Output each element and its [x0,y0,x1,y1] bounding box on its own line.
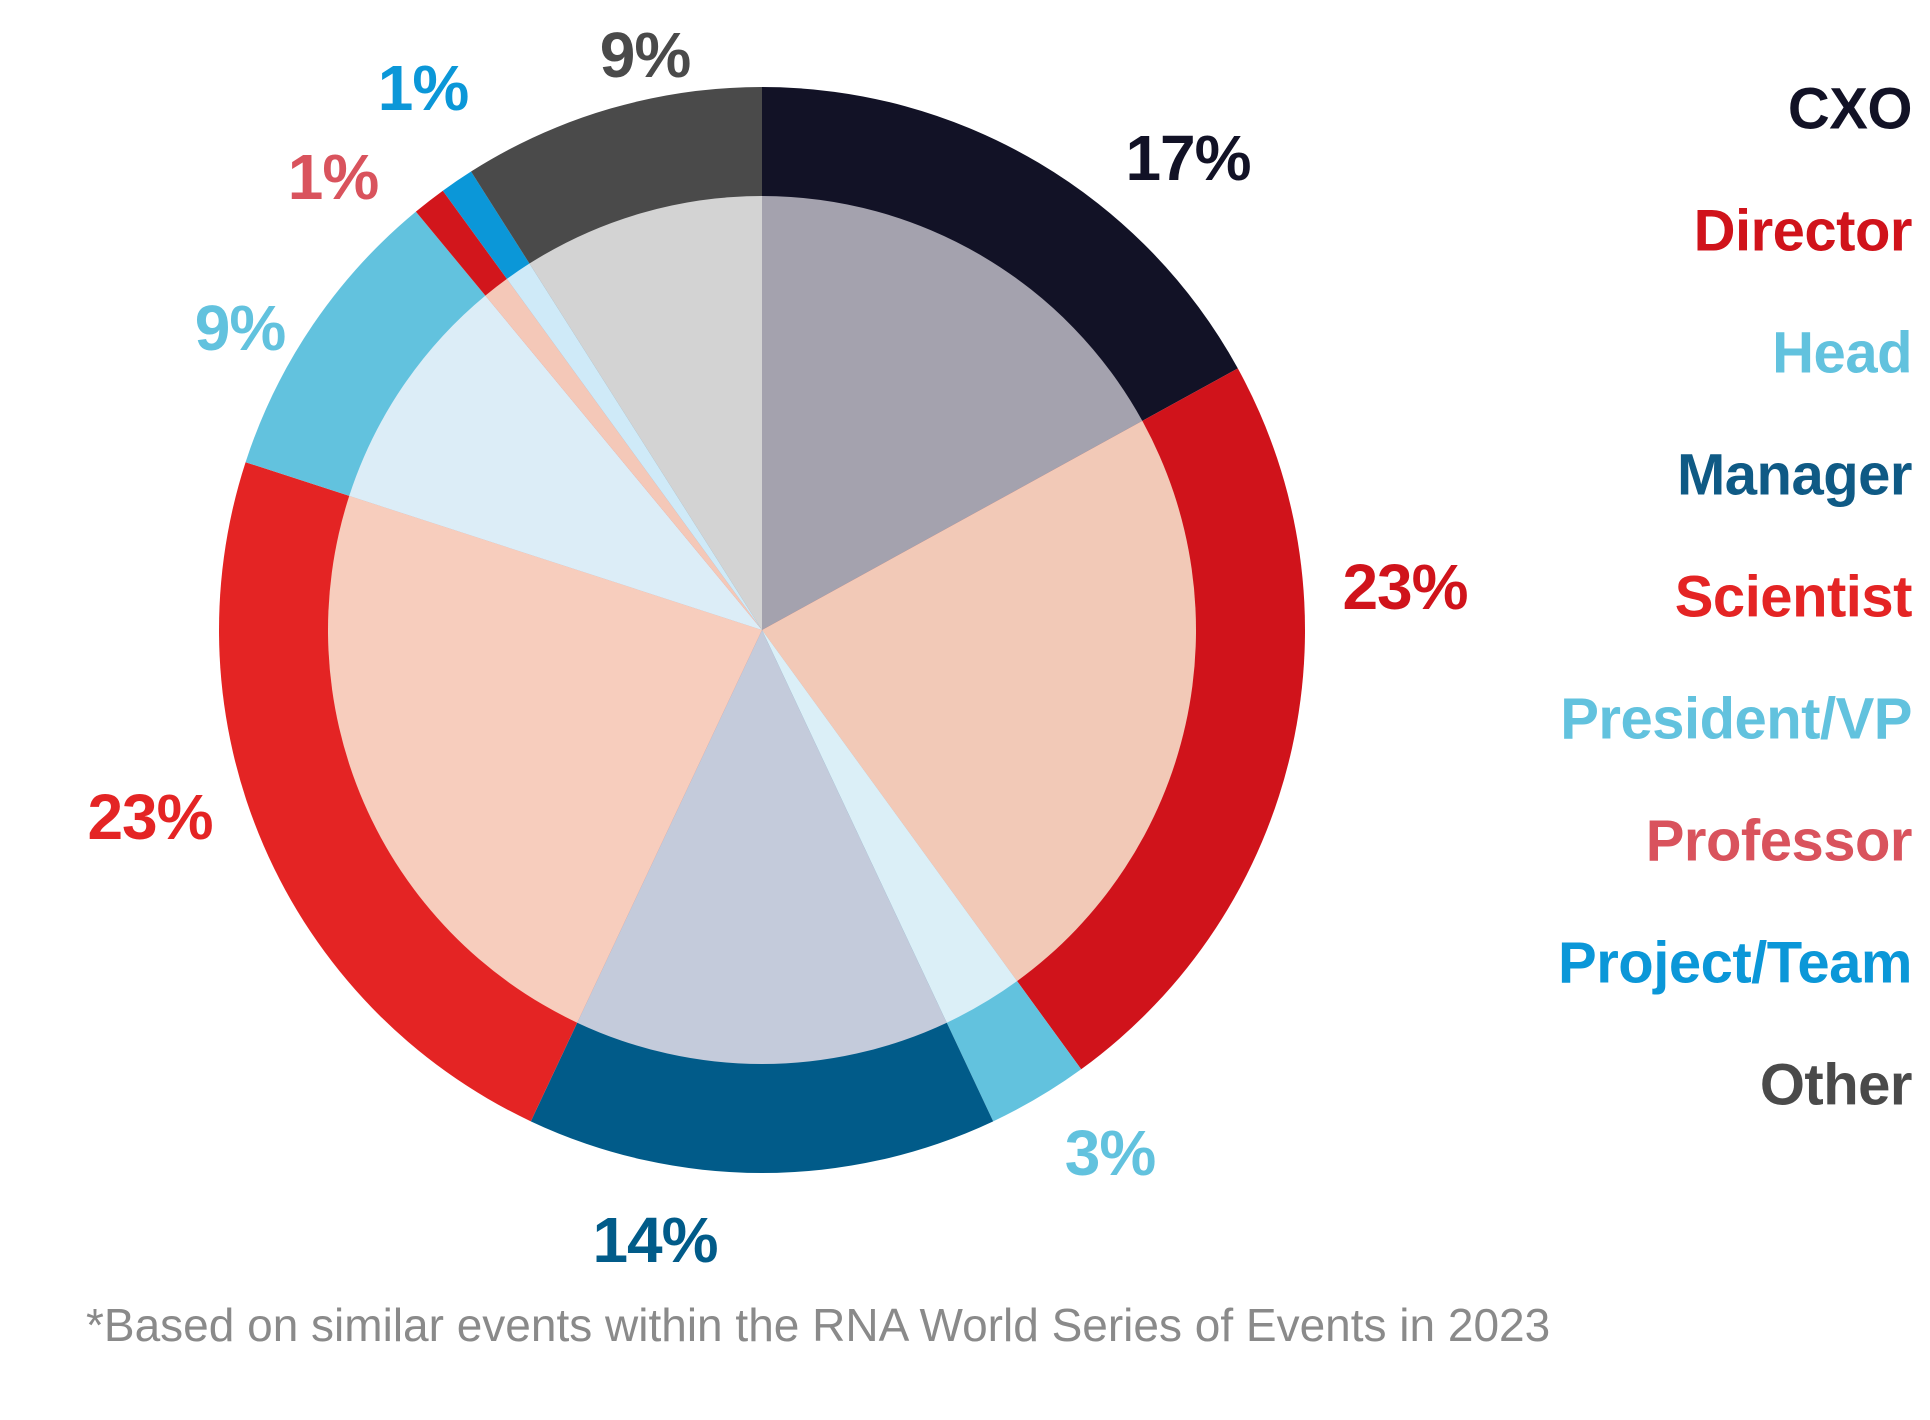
slice-label-president-vp: 9% [195,292,286,364]
pie-slice-inner-president-vp [349,295,762,630]
legend-entry-scientist: Scientist [1675,564,1912,629]
legend-entry-president-vp: President/VP [1560,686,1912,751]
legend-entry-project-team: Project/Team [1558,930,1912,995]
pie-inner-disc [328,196,1197,1064]
pie-slice-inner-director [762,420,1197,982]
legend-entry-cxo: CXO [1788,76,1912,141]
slice-label-manager: 14% [592,1204,717,1276]
pie-slice-inner-cxo [762,196,1143,630]
pie-slice-inner-project-team [506,263,762,630]
legend-entry-manager: Manager [1677,442,1912,507]
legend-entry-director: Director [1694,198,1912,263]
slice-label-director: 23% [1342,551,1467,623]
slice-labels: 17% 23% 3% 14% 23% 9% 1% 1% 9% [87,19,1468,1276]
slice-label-cxo: 17% [1125,122,1250,194]
pie-slice-inner-head [762,630,1018,1023]
legend-entry-professor: Professor [1646,808,1912,873]
pie-slice-inner-scientist [328,495,762,1023]
legend-entry-other: Other [1760,1052,1912,1117]
pie-slice-inner-manager [577,630,947,1064]
legend-entry-head: Head [1772,320,1912,385]
slice-label-professor: 1% [288,141,379,213]
pie-slice-inner-other [529,196,762,630]
slice-label-project-team: 1% [378,52,469,124]
slice-label-other: 9% [600,19,691,91]
slice-label-head: 3% [1065,1117,1156,1189]
legend: CXO Director Head Manager Scientist President… [1558,76,1913,1117]
pie-slice-inner-professor [485,278,762,630]
footnote: *Based on similar events within the RNA … [86,1299,1551,1351]
slice-label-scientist: 23% [87,781,212,853]
